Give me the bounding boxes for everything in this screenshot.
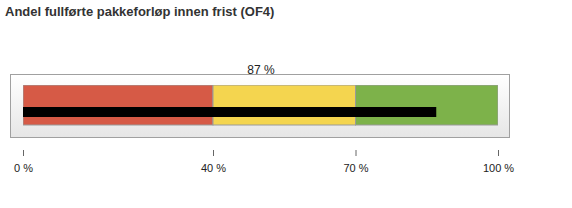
html-text:Andel fullførte pakkeforløp in: Andel fullførte pakkeforløp innen frist … <box>5 4 275 19</box>
svg-text:87 %: 87 % <box>247 63 275 77</box>
svg-text:40 %: 40 % <box>201 162 226 174</box>
svg-text:0 %: 0 % <box>14 162 33 174</box>
svg-text:70 %: 70 % <box>343 162 368 174</box>
svg-text:100 %: 100 % <box>483 162 514 174</box>
